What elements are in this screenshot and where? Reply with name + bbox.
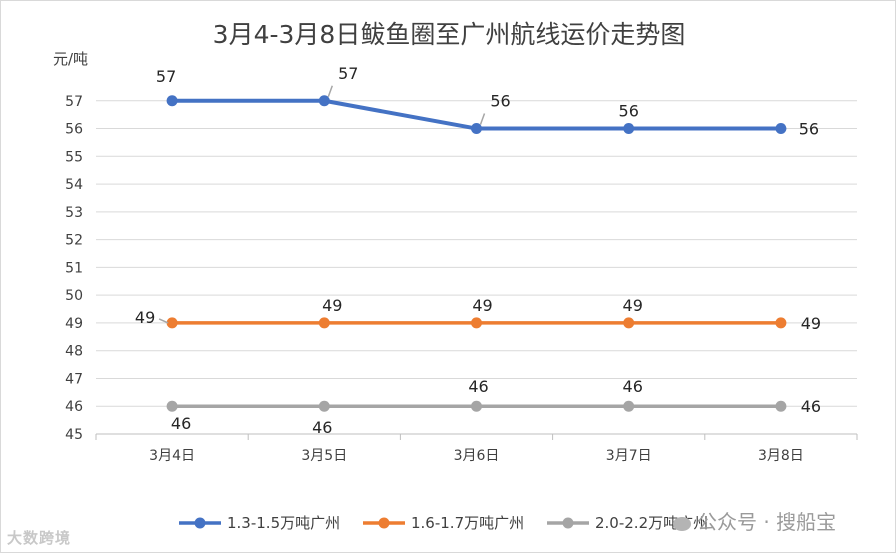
data-point	[623, 123, 635, 135]
data-label: 46	[171, 414, 191, 433]
data-label: 49	[472, 296, 492, 315]
legend-swatch-marker	[194, 517, 206, 529]
data-point	[471, 317, 482, 329]
y-tick-label: 49	[65, 316, 83, 332]
data-point	[471, 400, 482, 412]
data-label-leader	[158, 318, 169, 324]
data-label: 46	[468, 377, 488, 396]
data-point	[318, 317, 330, 329]
y-tick-label: 55	[65, 149, 83, 165]
y-tick-label: 48	[65, 344, 83, 360]
data-label: 57	[338, 64, 358, 83]
watermark-right-text: 公众号 · 搜船宝	[697, 510, 837, 534]
data-point	[166, 317, 178, 329]
y-tick-label: 57	[65, 94, 83, 110]
data-label: 46	[623, 377, 643, 396]
data-point	[471, 123, 482, 135]
legend-swatch-marker	[562, 517, 574, 529]
data-point	[166, 400, 178, 412]
legend-label: 1.3-1.5万吨广州	[227, 514, 340, 532]
y-tick-label: 54	[65, 177, 83, 193]
data-label: 57	[156, 67, 176, 86]
data-label-leader	[479, 113, 486, 125]
legend-label: 1.6-1.7万吨广州	[411, 514, 524, 532]
data-point	[318, 95, 330, 107]
y-tick-label: 45	[65, 427, 83, 443]
data-label: 56	[799, 120, 819, 139]
data-point	[318, 400, 330, 412]
y-axis-label: 元/吨	[53, 50, 88, 68]
data-point	[775, 123, 787, 135]
data-label: 49	[623, 296, 643, 315]
data-label: 56	[619, 102, 639, 121]
watermark-right: 公众号 · 搜船宝	[673, 506, 836, 535]
y-tick-label: 46	[65, 399, 83, 415]
data-label: 46	[312, 418, 332, 437]
chart-title: 3月4-3月8日鲅鱼圈至广州航线运价走势图	[213, 20, 686, 49]
data-point	[623, 317, 635, 329]
y-tick-label: 51	[65, 260, 83, 276]
y-tick-label: 53	[65, 205, 83, 221]
y-tick-label: 47	[65, 371, 83, 387]
data-label: 49	[135, 308, 155, 327]
data-label: 49	[801, 314, 821, 333]
data-point	[775, 400, 787, 412]
data-label: 46	[801, 397, 821, 416]
data-point	[775, 317, 787, 329]
x-tick-label: 3月4日	[149, 448, 195, 464]
y-tick-label: 52	[65, 233, 83, 249]
wechat-icon	[673, 516, 691, 531]
x-tick-label: 3月6日	[454, 448, 500, 464]
data-label: 49	[322, 296, 342, 315]
watermark-left: 大数跨境	[7, 529, 72, 547]
x-tick-label: 3月8日	[758, 448, 804, 464]
data-point	[623, 400, 635, 412]
data-label: 56	[490, 92, 510, 111]
x-tick-label: 3月5日	[301, 448, 347, 464]
legend-swatch-marker	[378, 517, 390, 529]
y-tick-label: 50	[65, 288, 83, 304]
x-tick-label: 3月7日	[606, 448, 652, 464]
data-label-leader	[327, 85, 334, 98]
y-tick-label: 56	[65, 122, 83, 138]
data-point	[166, 95, 178, 107]
